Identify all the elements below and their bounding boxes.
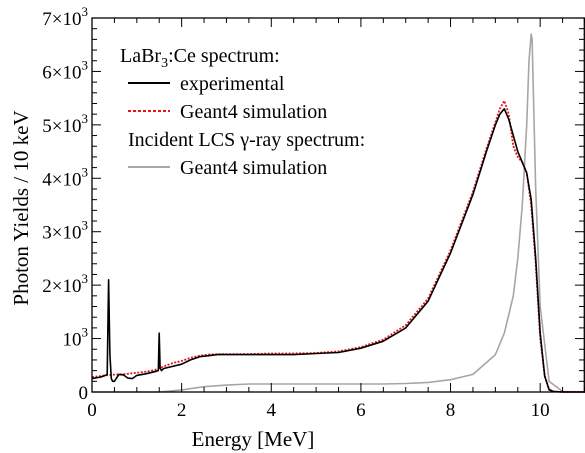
series-line-0 (91, 108, 585, 393)
y-tick-label-3: 3×103 (42, 218, 88, 244)
ticks-layer (91, 17, 585, 393)
y-axis-label: Photon Yields / 10 keV (9, 110, 33, 305)
legend-title-incident: Incident LCS γ-ray spectrum: (128, 129, 365, 151)
x-axis-label: Energy [MeV] (192, 427, 315, 451)
legend-title-labr: LaBr3:Ce spectrum: (120, 45, 280, 71)
tick-labels-layer: 0 2 4 6 8 10 0 103 2×103 3×103 4×103 5×103 6×103 7×10… (42, 4, 549, 421)
series-layer (91, 33, 585, 393)
x-tick-label-0: 0 (87, 400, 97, 421)
legend-label-experimental: experimental (180, 73, 285, 95)
x-tick-label-2: 4 (267, 400, 277, 421)
x-tick-label-5: 10 (531, 400, 550, 421)
x-tick-label-4: 8 (446, 400, 456, 421)
series-line-2 (92, 33, 585, 393)
x-tick-label-3: 6 (356, 400, 366, 421)
y-tick-label-1: 103 (63, 325, 89, 351)
y-tick-label-6: 6×103 (42, 57, 88, 83)
legend: LaBr3:Ce spectrum: experimental Geant4 s… (120, 45, 365, 179)
y-tick-label-4: 4×103 (42, 164, 88, 190)
legend-label-geant4-lcs: Geant4 simulation (180, 157, 327, 179)
y-tick-label-7: 7×103 (42, 4, 88, 30)
x-tick-label-1: 2 (177, 400, 187, 421)
y-tick-label-2: 2×103 (42, 271, 88, 297)
plot-frame (91, 17, 585, 393)
y-tick-label-0: 0 (79, 383, 89, 404)
legend-label-geant4-labr: Geant4 simulation (180, 101, 327, 123)
y-tick-label-5: 5×103 (42, 111, 88, 137)
